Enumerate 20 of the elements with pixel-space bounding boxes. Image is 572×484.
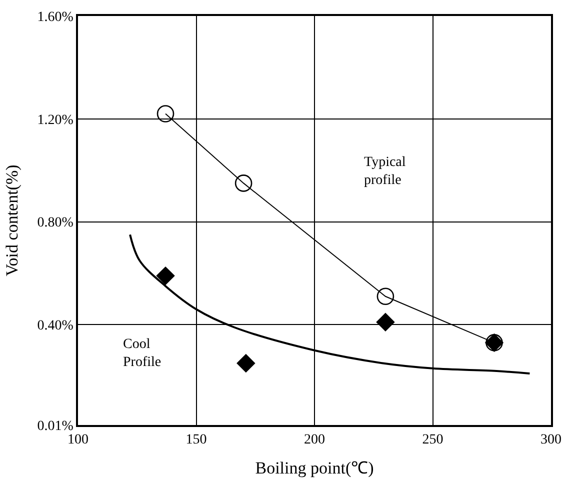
point xyxy=(376,288,394,306)
y-axis-title: Void content(%) xyxy=(2,164,22,276)
x-tick-label: 100 xyxy=(68,432,88,448)
point xyxy=(234,174,252,192)
point xyxy=(156,105,174,122)
y-tick-label: 1.60% xyxy=(37,10,74,25)
x-tick-label: 300 xyxy=(540,432,562,448)
y-tick-label: 0.80% xyxy=(37,216,74,231)
annotation: Cool Profile xyxy=(123,337,162,370)
x-tick-label: 200 xyxy=(304,432,325,448)
point xyxy=(376,313,395,332)
point xyxy=(156,266,175,285)
y-tick-label: 0.40% xyxy=(37,318,74,334)
x-axis-title: Boiling point(℃) xyxy=(255,458,374,478)
point xyxy=(236,354,256,372)
y-tick-label: 1.20% xyxy=(37,112,74,128)
y-tick-label: 0.01% xyxy=(37,418,74,434)
x-tick-label: 250 xyxy=(422,432,444,448)
x-tick-label: 150 xyxy=(186,432,207,448)
annotation: Typical profile xyxy=(364,155,406,188)
